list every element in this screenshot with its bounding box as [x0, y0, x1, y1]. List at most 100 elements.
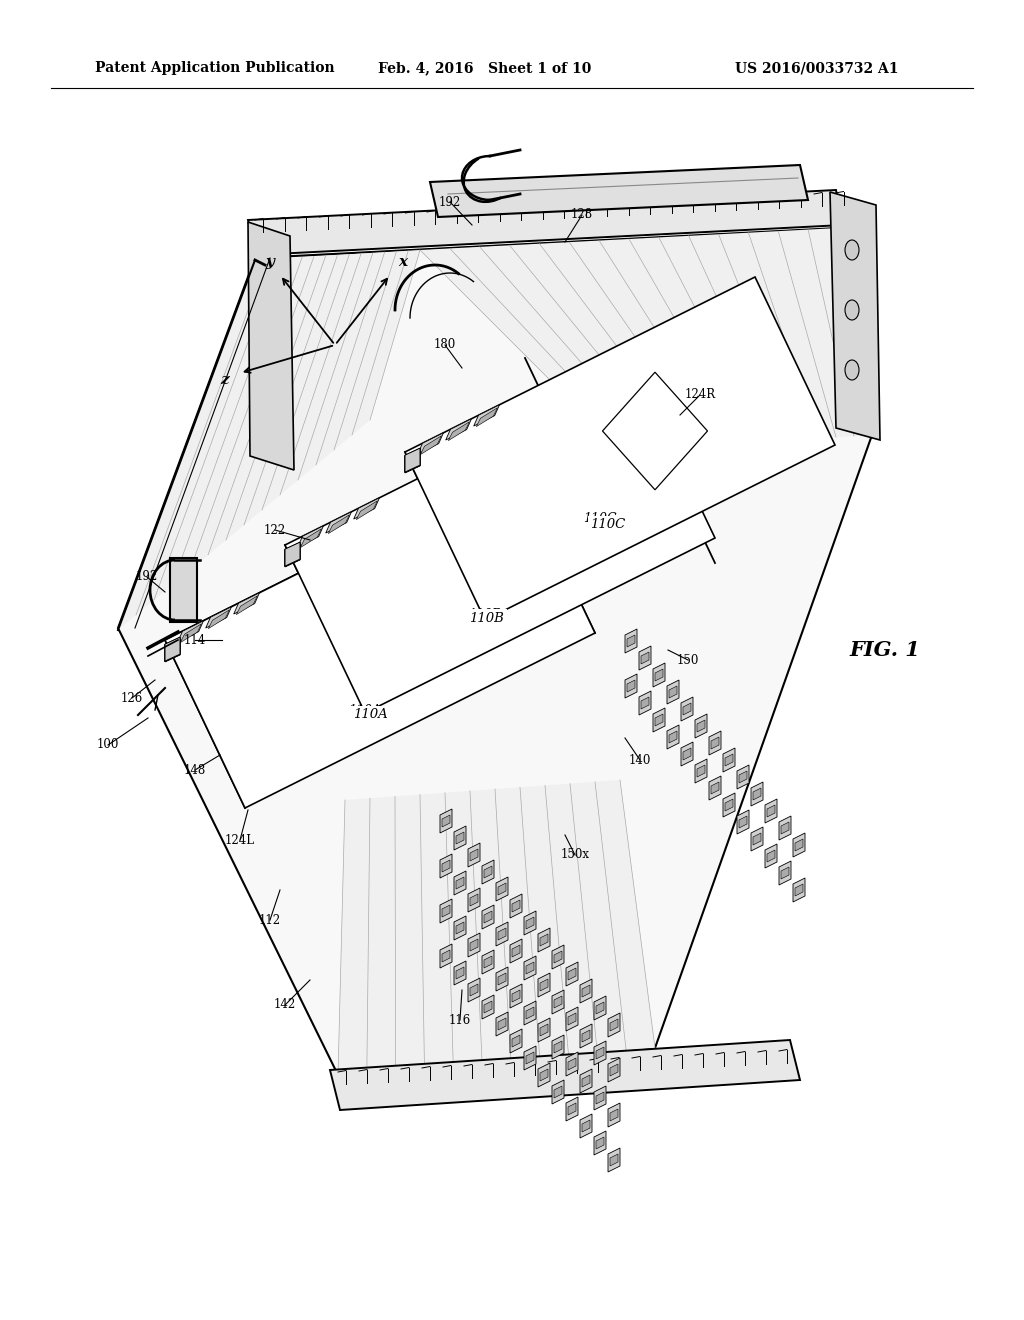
Polygon shape	[338, 780, 655, 1074]
Text: 110B: 110B	[470, 611, 505, 624]
Polygon shape	[610, 1154, 618, 1166]
Polygon shape	[580, 1114, 592, 1138]
Polygon shape	[793, 833, 805, 857]
Polygon shape	[165, 638, 180, 661]
Text: 150: 150	[677, 653, 699, 667]
Polygon shape	[655, 714, 663, 726]
Polygon shape	[540, 1069, 548, 1081]
Text: Patent Application Publication: Patent Application Publication	[95, 61, 335, 75]
Polygon shape	[739, 816, 746, 828]
Polygon shape	[751, 828, 763, 851]
Polygon shape	[484, 956, 492, 968]
Polygon shape	[482, 995, 494, 1019]
Polygon shape	[594, 1041, 606, 1065]
Polygon shape	[554, 950, 562, 964]
Polygon shape	[639, 690, 651, 715]
Polygon shape	[596, 1002, 604, 1014]
Ellipse shape	[845, 240, 859, 260]
Polygon shape	[498, 928, 506, 940]
Text: 140: 140	[629, 754, 651, 767]
Polygon shape	[526, 962, 534, 974]
Polygon shape	[566, 1097, 578, 1121]
Polygon shape	[582, 1119, 590, 1133]
Polygon shape	[406, 447, 420, 473]
Polygon shape	[470, 849, 478, 861]
Polygon shape	[496, 968, 508, 991]
Text: 100: 100	[97, 738, 119, 751]
Polygon shape	[753, 833, 761, 845]
Text: US 2016/0033732 A1: US 2016/0033732 A1	[735, 61, 898, 75]
Polygon shape	[468, 888, 480, 912]
Polygon shape	[285, 370, 715, 713]
Text: 148: 148	[184, 763, 206, 776]
Polygon shape	[653, 663, 665, 686]
Polygon shape	[625, 675, 637, 698]
Polygon shape	[440, 899, 452, 923]
Polygon shape	[420, 228, 872, 450]
Text: 128: 128	[571, 209, 593, 222]
Polygon shape	[406, 277, 835, 620]
Polygon shape	[552, 990, 564, 1014]
Polygon shape	[582, 985, 590, 997]
Text: 124R: 124R	[684, 388, 716, 401]
Polygon shape	[406, 449, 420, 473]
Polygon shape	[470, 983, 478, 997]
Polygon shape	[442, 950, 450, 962]
Polygon shape	[454, 871, 466, 895]
Polygon shape	[596, 1137, 604, 1148]
Polygon shape	[608, 1148, 620, 1172]
Polygon shape	[709, 731, 721, 755]
Polygon shape	[538, 928, 550, 952]
Polygon shape	[596, 1047, 604, 1059]
Polygon shape	[681, 697, 693, 721]
Polygon shape	[711, 737, 719, 748]
Polygon shape	[830, 191, 880, 440]
Polygon shape	[285, 543, 300, 566]
Polygon shape	[538, 1018, 550, 1041]
Polygon shape	[795, 840, 803, 851]
Polygon shape	[510, 939, 522, 964]
Polygon shape	[474, 405, 500, 426]
Polygon shape	[627, 635, 635, 647]
Polygon shape	[440, 944, 452, 968]
Polygon shape	[524, 956, 536, 979]
Polygon shape	[610, 1109, 618, 1121]
Polygon shape	[568, 1012, 575, 1026]
Polygon shape	[538, 1063, 550, 1086]
Polygon shape	[456, 921, 464, 935]
Polygon shape	[165, 638, 180, 661]
Polygon shape	[554, 997, 562, 1008]
Polygon shape	[454, 961, 466, 985]
Polygon shape	[484, 1001, 492, 1012]
Polygon shape	[118, 249, 420, 630]
Polygon shape	[552, 945, 564, 969]
Polygon shape	[468, 933, 480, 957]
Polygon shape	[781, 822, 790, 834]
Polygon shape	[709, 776, 721, 800]
Polygon shape	[568, 968, 575, 979]
Polygon shape	[540, 1024, 548, 1036]
Polygon shape	[639, 645, 651, 671]
Polygon shape	[767, 850, 775, 862]
Polygon shape	[208, 610, 229, 628]
Polygon shape	[170, 558, 197, 622]
Polygon shape	[568, 1104, 575, 1115]
Text: z: z	[221, 374, 229, 387]
Polygon shape	[456, 832, 464, 843]
Polygon shape	[580, 1069, 592, 1093]
Polygon shape	[449, 422, 469, 441]
Polygon shape	[723, 748, 735, 772]
Polygon shape	[326, 512, 351, 533]
Polygon shape	[510, 983, 522, 1008]
Polygon shape	[566, 1052, 578, 1076]
Polygon shape	[580, 979, 592, 1003]
Polygon shape	[540, 935, 548, 946]
Polygon shape	[482, 950, 494, 974]
Polygon shape	[526, 917, 534, 929]
Polygon shape	[526, 1052, 534, 1064]
Polygon shape	[482, 465, 588, 583]
Polygon shape	[237, 595, 257, 615]
Text: 116: 116	[449, 1014, 471, 1027]
Polygon shape	[594, 1086, 606, 1110]
Polygon shape	[456, 876, 464, 888]
